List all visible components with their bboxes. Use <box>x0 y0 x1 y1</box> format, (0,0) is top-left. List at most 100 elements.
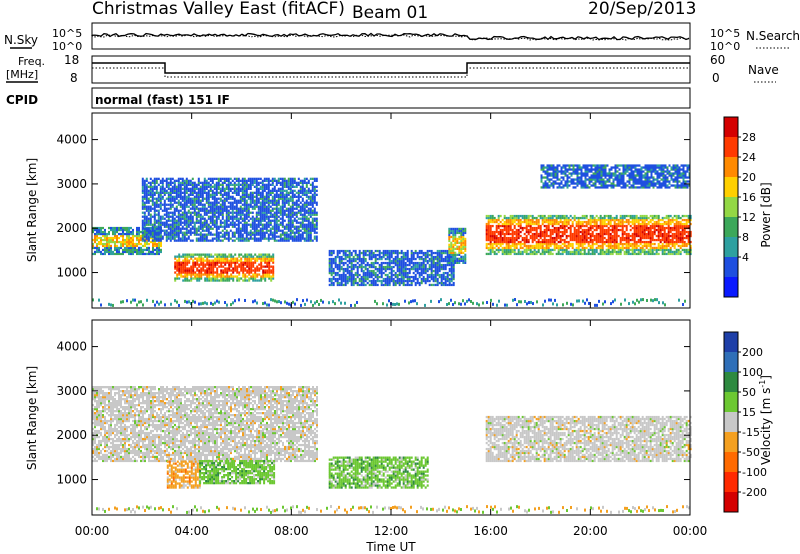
data-cell <box>487 242 490 246</box>
data-cell <box>400 255 403 259</box>
data-cell <box>202 257 205 260</box>
data-cell <box>261 201 264 204</box>
data-cell <box>301 205 304 208</box>
data-cell <box>191 191 194 194</box>
data-cell <box>271 189 274 192</box>
data-cell <box>406 263 409 267</box>
data-cell <box>264 257 267 260</box>
data-cell <box>456 261 459 264</box>
data-cell <box>255 229 258 232</box>
data-cell <box>206 261 209 264</box>
data-cell <box>254 267 257 270</box>
data-cell <box>262 259 265 262</box>
data-cell <box>579 250 582 254</box>
data-cell <box>270 275 273 278</box>
data-cell <box>173 217 176 220</box>
data-cell <box>223 191 226 194</box>
data-cell <box>356 273 359 277</box>
data-cell <box>283 225 286 228</box>
data-cell <box>380 267 383 271</box>
data-cell <box>223 207 226 210</box>
data-cell <box>291 199 294 202</box>
data-cell <box>187 187 190 190</box>
data-cell <box>539 230 542 234</box>
data-cell <box>501 218 504 222</box>
data-cell <box>147 227 150 230</box>
data-cell <box>180 269 183 272</box>
data-cell <box>458 231 461 235</box>
data-cell <box>251 183 254 186</box>
data-cell <box>263 187 266 190</box>
data-cell <box>140 250 142 254</box>
data-cell <box>340 279 343 283</box>
data-cell <box>313 187 316 190</box>
data-cell <box>106 236 108 240</box>
data-cell <box>197 239 200 242</box>
data-cell <box>491 220 494 224</box>
data-cell <box>301 219 304 222</box>
data-cell <box>263 223 266 226</box>
data-cell <box>243 203 246 206</box>
data-cell <box>362 271 365 275</box>
data-cell <box>569 228 572 232</box>
data-cell <box>189 221 192 224</box>
data-cell <box>211 177 214 180</box>
data-cell <box>167 219 170 222</box>
data-cell <box>396 273 399 277</box>
data-cell <box>386 255 389 259</box>
data-cell <box>239 205 242 208</box>
data-cell <box>287 197 290 200</box>
data-cell <box>201 237 204 240</box>
data-cell <box>501 230 504 234</box>
data-cell <box>247 239 250 242</box>
data-cell <box>293 203 296 206</box>
data-cell <box>366 269 369 273</box>
data-cell <box>591 234 594 238</box>
data-cell <box>354 251 357 255</box>
data-cell <box>218 275 221 278</box>
data-cell <box>143 235 146 238</box>
data-cell <box>183 219 186 222</box>
data-cell <box>177 209 180 212</box>
data-cell <box>297 209 300 212</box>
data-cell <box>149 181 152 184</box>
data-cell <box>199 201 202 204</box>
data-cell <box>426 255 429 259</box>
data-cell <box>307 233 310 236</box>
data-cell <box>108 236 110 240</box>
data-cell <box>295 203 298 206</box>
data-cell <box>406 283 409 287</box>
data-cell <box>356 275 359 279</box>
data-cell <box>390 273 393 277</box>
data-cell <box>157 191 160 194</box>
data-cell <box>268 267 271 270</box>
nave-label: Nave <box>748 63 779 77</box>
data-cell <box>358 279 361 283</box>
data-cell <box>175 227 178 230</box>
data-cell <box>537 248 540 252</box>
data-cell <box>283 179 286 182</box>
data-cell <box>450 269 453 273</box>
data-cell <box>279 213 282 216</box>
data-cell <box>372 253 375 257</box>
data-cell <box>561 250 564 254</box>
data-cell <box>279 189 282 192</box>
data-cell <box>328 257 331 261</box>
data-cell <box>190 257 193 260</box>
data-cell <box>545 218 548 222</box>
data-cell <box>382 255 385 259</box>
data-cell <box>231 195 234 198</box>
data-cell <box>265 211 268 214</box>
data-cell <box>448 281 451 285</box>
data-cell <box>358 253 361 257</box>
data-cell <box>258 267 261 270</box>
data-cell <box>279 177 282 180</box>
data-cell <box>567 218 570 222</box>
data-cell <box>452 281 455 285</box>
data-cell <box>189 211 192 214</box>
data-cell <box>585 222 588 226</box>
data-cell <box>426 269 429 273</box>
data-cell <box>158 246 160 250</box>
data-cell <box>171 221 174 224</box>
data-cell <box>311 193 314 196</box>
